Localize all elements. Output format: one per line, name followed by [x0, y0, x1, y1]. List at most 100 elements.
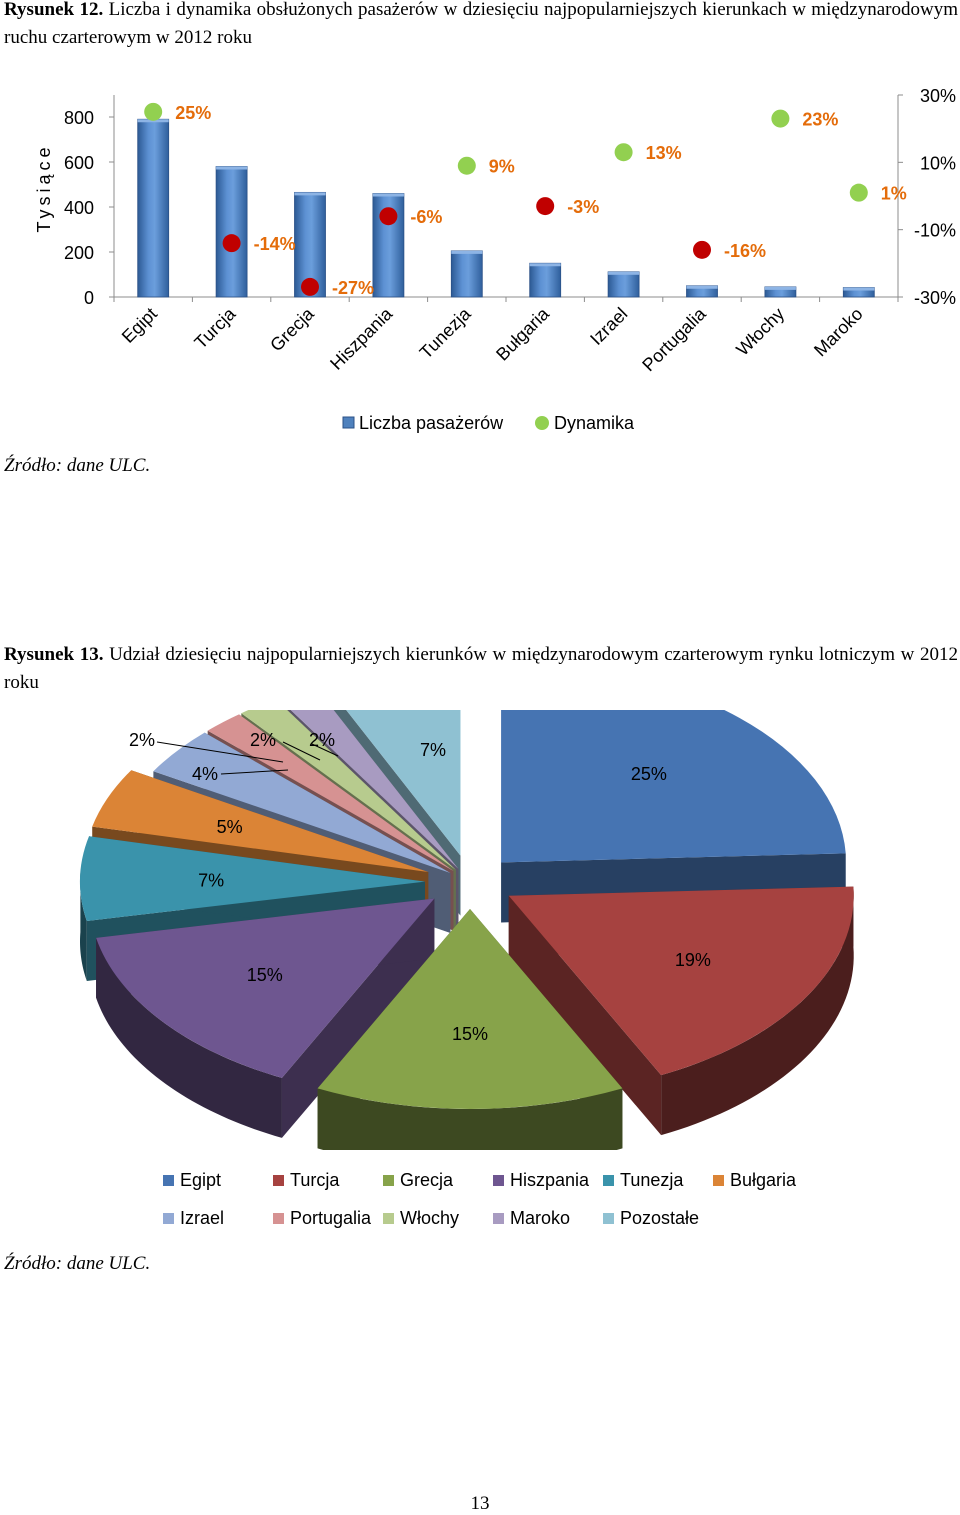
pie-slice	[508, 886, 854, 1076]
pie-slice-wall	[96, 937, 282, 1138]
pie-slice	[346, 710, 461, 856]
bar-top-highlight	[529, 263, 561, 267]
pie-slice	[501, 710, 846, 863]
dynamics-label: -16%	[724, 241, 766, 261]
pie-slice-side	[508, 895, 662, 1136]
pie-legend-item: Portugalia	[273, 1208, 383, 1229]
figure-13-source: Źródło: dane ULC.	[4, 1253, 151, 1274]
pie-legend-item: Turcja	[273, 1170, 383, 1191]
decline-marker	[379, 207, 398, 226]
category-label: Tunezja	[416, 303, 476, 363]
pie-legend-swatch	[383, 1213, 394, 1224]
dynamics-label: -27%	[332, 278, 374, 298]
decline-marker	[536, 197, 555, 216]
pie-slice-wall	[317, 1088, 623, 1150]
pie-legend-label: Hiszpania	[510, 1170, 590, 1190]
pie-legend-swatch	[273, 1175, 284, 1186]
legend-bar-swatch	[342, 416, 355, 429]
category-label: Hiszpania	[326, 303, 397, 374]
bar	[529, 262, 562, 298]
growth-marker	[457, 156, 476, 175]
pie-slice	[207, 714, 454, 871]
dynamics-label: 25%	[175, 103, 211, 123]
bar	[450, 250, 483, 298]
pie-legend-label: Tunezja	[620, 1170, 684, 1190]
y-tick-label: 800	[64, 108, 94, 128]
figure-12-title: Rysunek 12. Liczba i dynamika obsłużonyc…	[4, 0, 958, 52]
figure-12-label: Rysunek 12.	[4, 0, 104, 20]
pie-legend-swatch	[493, 1175, 504, 1186]
pie-legend-label: Maroko	[510, 1208, 571, 1228]
pie-legend-swatch	[163, 1213, 174, 1224]
bar-top-highlight	[451, 250, 483, 254]
pie-legend-swatch	[163, 1175, 174, 1186]
pie-slice	[317, 909, 623, 1109]
pie-value-label: 19%	[675, 950, 711, 970]
bar-top-highlight	[372, 193, 404, 197]
page-number: 13	[470, 1493, 490, 1514]
pie-legend-label: Pozostałe	[620, 1208, 700, 1228]
pie-value-label: 5%	[217, 817, 243, 837]
dynamics-label: 1%	[881, 184, 907, 204]
bar-top-highlight	[843, 287, 875, 291]
pie-legend-swatch	[493, 1213, 504, 1224]
decline-marker	[222, 234, 241, 253]
bar-top-highlight	[686, 285, 718, 289]
pie-legend-item: Izrael	[163, 1208, 273, 1229]
pie-value-label: 7%	[198, 871, 224, 891]
dynamics-label: -3%	[567, 197, 599, 217]
pie-legend-label: Włochy	[400, 1208, 460, 1228]
y-axis-title: Tysiące	[34, 143, 54, 232]
pie-value-label: 2%	[250, 730, 276, 750]
legend-dynamics-label: Dynamika	[554, 413, 635, 433]
pie-legend-item: Bułgaria	[713, 1170, 823, 1191]
pie-legend-swatch	[603, 1213, 614, 1224]
y-tick-label: 600	[64, 153, 94, 173]
pie-slice	[96, 898, 435, 1078]
pie-value-label: 4%	[192, 764, 218, 784]
figure-13-title: Rysunek 13. Udział dziesięciu najpopular…	[4, 641, 958, 697]
figure-13-title-text: Udział dziesięciu najpopularniejszych ki…	[4, 644, 958, 693]
figure-12-title-text: Liczba i dynamika obsłużonych pasażerów …	[4, 0, 958, 48]
y2-tick-label: 30%	[920, 86, 956, 106]
pie-value-label: 15%	[247, 965, 283, 985]
bar	[215, 166, 248, 298]
pie-slice-wall	[80, 872, 87, 981]
pie-legend-item: Grecja	[383, 1170, 493, 1191]
pie-slice	[153, 732, 451, 873]
decline-marker	[693, 240, 711, 259]
growth-marker	[849, 183, 868, 202]
y2-tick-label: 10%	[920, 153, 956, 173]
pie-slice	[92, 770, 429, 872]
category-label: Egipt	[118, 304, 161, 347]
y-tick-label: 400	[64, 198, 94, 218]
pie-legend-label: Grecja	[400, 1170, 454, 1190]
bar-top-highlight	[294, 192, 326, 196]
pie-legend-label: Turcja	[290, 1170, 340, 1190]
pie-slice	[290, 710, 459, 869]
category-label: Portugalia	[638, 303, 710, 375]
category-label: Bułgaria	[492, 303, 554, 365]
pie-legend-row: Egipt Turcja Grecja Hiszpania Tunezja Bułgari…	[163, 1170, 823, 1191]
y-tick-label: 200	[64, 243, 94, 263]
category-label: Grecja	[266, 303, 318, 355]
pie-slice	[241, 710, 456, 870]
pie-legend-swatch	[383, 1175, 394, 1186]
pie-leader-line	[156, 741, 284, 763]
pie-value-label: 2%	[309, 730, 335, 750]
pie-legend-item: Egipt	[163, 1170, 273, 1191]
pie-legend-item: Tunezja	[603, 1170, 713, 1191]
pie-slice-wall	[661, 886, 854, 1136]
legend-bar-label: Liczba pasażerów	[359, 413, 504, 433]
figure-12-source: Źródło: dane ULC.	[4, 455, 151, 476]
pie-chart: 25% 19% 15% 15% 7% 5% 4% 2% 2% 2% 7%	[80, 710, 854, 1150]
pie-legend-swatch	[273, 1213, 284, 1224]
y-tick-label: 0	[84, 288, 94, 308]
bar-top-highlight	[608, 271, 640, 275]
pie-legend-label: Egipt	[180, 1170, 222, 1190]
growth-marker	[144, 102, 163, 121]
pie-value-label: 7%	[420, 740, 446, 760]
pie-leader-line	[282, 741, 321, 761]
pie-legend-swatch	[603, 1175, 614, 1186]
pie-legend-item: Pozostałe	[603, 1208, 713, 1229]
